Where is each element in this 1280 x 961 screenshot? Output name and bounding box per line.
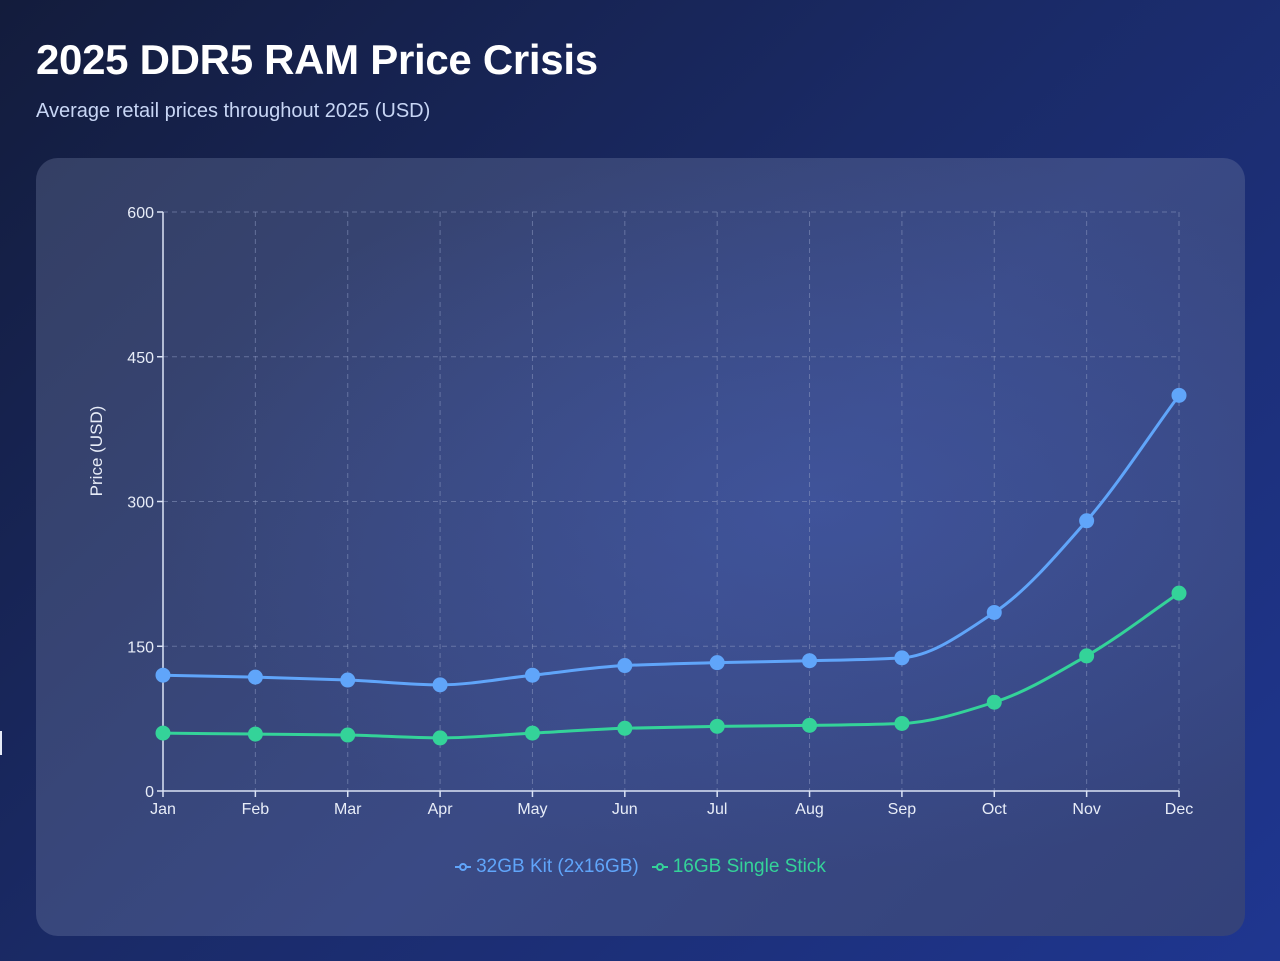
data-point[interactable] bbox=[1171, 387, 1187, 403]
legend-item-32gb-kit[interactable]: 32GB Kit (2x16GB) bbox=[454, 856, 639, 878]
legend-label: 16GB Single Stick bbox=[672, 856, 826, 877]
data-point[interactable] bbox=[340, 727, 356, 743]
data-point[interactable] bbox=[986, 604, 1002, 620]
data-point[interactable] bbox=[617, 720, 633, 736]
data-point[interactable] bbox=[986, 694, 1002, 710]
x-tick-label: Jan bbox=[150, 801, 176, 818]
y-tick-label: 0 bbox=[145, 784, 154, 801]
x-axis-ticks: Jan Feb Mar Apr May Jun Jul Aug Sep Oct Nov Dec bbox=[150, 791, 1193, 818]
legend: 32GB Kit (2x16GB) 16GB Single Stick bbox=[0, 856, 1280, 878]
data-point[interactable] bbox=[524, 725, 540, 741]
x-tick-label: Aug bbox=[795, 801, 823, 818]
data-point[interactable] bbox=[247, 726, 263, 742]
x-tick-label: Dec bbox=[1165, 801, 1193, 818]
x-tick-label: Jun bbox=[612, 801, 638, 818]
y-tick-label: 150 bbox=[127, 639, 154, 656]
legend-line-marker-icon bbox=[651, 863, 668, 871]
series-16gb-single-stick bbox=[155, 585, 1187, 746]
data-point[interactable] bbox=[802, 653, 818, 669]
series-group bbox=[155, 387, 1187, 746]
y-axis-ticks: 0 150 300 450 600 bbox=[127, 205, 163, 801]
data-point[interactable] bbox=[709, 655, 725, 671]
x-tick-label: Nov bbox=[1072, 801, 1100, 818]
edge-marker bbox=[0, 731, 2, 755]
data-point[interactable] bbox=[432, 730, 448, 746]
data-point[interactable] bbox=[1171, 585, 1187, 601]
x-tick-label: Apr bbox=[428, 801, 454, 818]
data-point[interactable] bbox=[1079, 648, 1095, 664]
data-point[interactable] bbox=[155, 725, 171, 741]
series-line bbox=[161, 591, 1181, 740]
data-point[interactable] bbox=[894, 650, 910, 666]
page-title: 2025 DDR5 RAM Price Crisis bbox=[36, 36, 598, 83]
data-point[interactable] bbox=[155, 667, 171, 683]
data-point[interactable] bbox=[432, 677, 448, 693]
y-tick-label: 300 bbox=[127, 495, 154, 512]
data-point[interactable] bbox=[802, 717, 818, 733]
x-tick-label: Mar bbox=[334, 801, 362, 818]
x-tick-label: Jul bbox=[707, 801, 727, 818]
x-tick-label: May bbox=[517, 801, 547, 818]
series-line bbox=[161, 393, 1181, 687]
y-tick-label: 450 bbox=[127, 350, 154, 367]
series-32gb-kit bbox=[155, 387, 1187, 693]
x-tick-label: Sep bbox=[888, 801, 917, 818]
data-point[interactable] bbox=[1079, 513, 1095, 529]
legend-item-16gb-single-stick[interactable]: 16GB Single Stick bbox=[651, 856, 826, 878]
x-tick-label: Feb bbox=[242, 801, 270, 818]
data-point[interactable] bbox=[894, 715, 910, 731]
data-point[interactable] bbox=[247, 669, 263, 685]
data-point[interactable] bbox=[524, 667, 540, 683]
data-point[interactable] bbox=[617, 658, 633, 674]
page-subtitle: Average retail prices throughout 2025 (U… bbox=[36, 100, 431, 122]
x-tick-label: Oct bbox=[982, 801, 1007, 818]
legend-label: 32GB Kit (2x16GB) bbox=[476, 856, 639, 877]
data-point[interactable] bbox=[340, 672, 356, 688]
grid-lines bbox=[163, 211, 1180, 791]
legend-line-marker-icon bbox=[455, 863, 472, 871]
y-axis-label: Price (USD) bbox=[87, 406, 106, 497]
data-point[interactable] bbox=[709, 718, 725, 734]
y-tick-label: 600 bbox=[127, 205, 154, 222]
